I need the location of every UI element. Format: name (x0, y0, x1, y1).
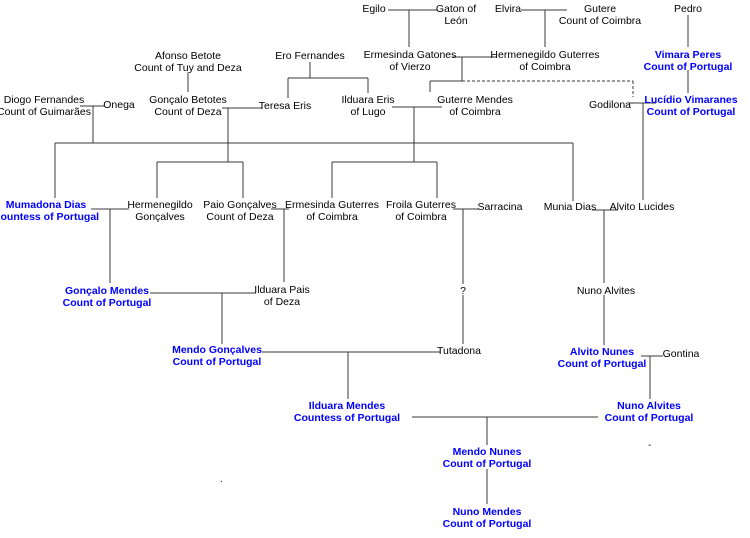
person-egilo: Egilo (362, 3, 386, 15)
person-gontina: Gontina (662, 348, 700, 360)
person-guterre-mendes: Guterre Mendes of Coimbra (437, 94, 513, 118)
person-ero-fernandes: Ero Fernandes (275, 50, 345, 62)
person-ermesinda-gatones: Ermesinda Gatones of Vierzo (363, 49, 457, 73)
person-paio-goncalves: Paio Gonçalves Count of Deza (203, 199, 277, 223)
person-ermesinda-guterres: Ermesinda Guterres of Coimbra (285, 199, 379, 223)
person-goncalo-betotes: Gonçalo Betotes Count of Deza (149, 94, 227, 118)
person-alvito-lucides: Alvito Lucides (609, 201, 675, 213)
person-vimara-peres[interactable]: Vimara Peres Count of Portugal (643, 49, 733, 73)
person-gutere: Gutere Count of Coimbra (558, 3, 642, 27)
person-goncalo-mendes[interactable]: Gonçalo Mendes Count of Portugal (62, 285, 152, 309)
person-ilduara-mendes[interactable]: Ilduara Mendes Countess of Portugal (293, 400, 401, 424)
person-nuno-alvites-sr: Nuno Alvites (576, 285, 636, 297)
person-sarracina: Sarracina (477, 201, 523, 213)
person-godilona: Godilona (588, 99, 632, 111)
dash-mark: - (648, 440, 652, 451)
person-ilduara-eris: Ilduara Eris of Lugo (341, 94, 395, 118)
person-gaton-of-leon: Gaton of León (435, 3, 477, 27)
person-froila-guterres: Froila Guterres of Coimbra (385, 199, 457, 223)
person-elvira: Elvira (494, 3, 522, 15)
person-alvito-nunes[interactable]: Alvito Nunes Count of Portugal (557, 346, 647, 370)
person-lucidio-vimaranes[interactable]: Lucídio Vimaranes Count of Portugal (644, 94, 738, 118)
person-mendo-nunes[interactable]: Mendo Nunes Count of Portugal (442, 446, 532, 470)
person-mumadona-dias[interactable]: Mumadona Dias Countess of Portugal (0, 199, 100, 223)
person-onega: Onega (103, 99, 135, 111)
person-munia-dias: Munia Dias (543, 201, 597, 213)
person-hermenegildo-guterres: Hermenegildo Guterres of Coimbra (490, 49, 600, 73)
person-nuno-mendes[interactable]: Nuno Mendes Count of Portugal (442, 506, 532, 530)
person-hermenegildo-goncalves: Hermenegildo Gonçalves (127, 199, 193, 223)
person-nuno-alvites-jr[interactable]: Nuno Alvites Count of Portugal (604, 400, 694, 424)
person-ilduara-pais: Ilduara Pais of Deza (254, 284, 310, 308)
person-afonso-betote: Afonso Betote Count of Tuy and Deza (134, 50, 242, 74)
person-mendo-goncalves[interactable]: Mendo Gonçalves Count of Portugal (172, 344, 262, 368)
person-diogo-fernandes: Diogo Fernandes Count of Guimarães (0, 94, 91, 118)
person-pedro: Pedro (673, 3, 703, 15)
person-teresa-eris: Teresa Eris (258, 100, 312, 112)
dot-mark: . (220, 474, 223, 485)
person-unknown: ? (460, 285, 466, 297)
person-tutadona: Tutadona (437, 345, 481, 357)
